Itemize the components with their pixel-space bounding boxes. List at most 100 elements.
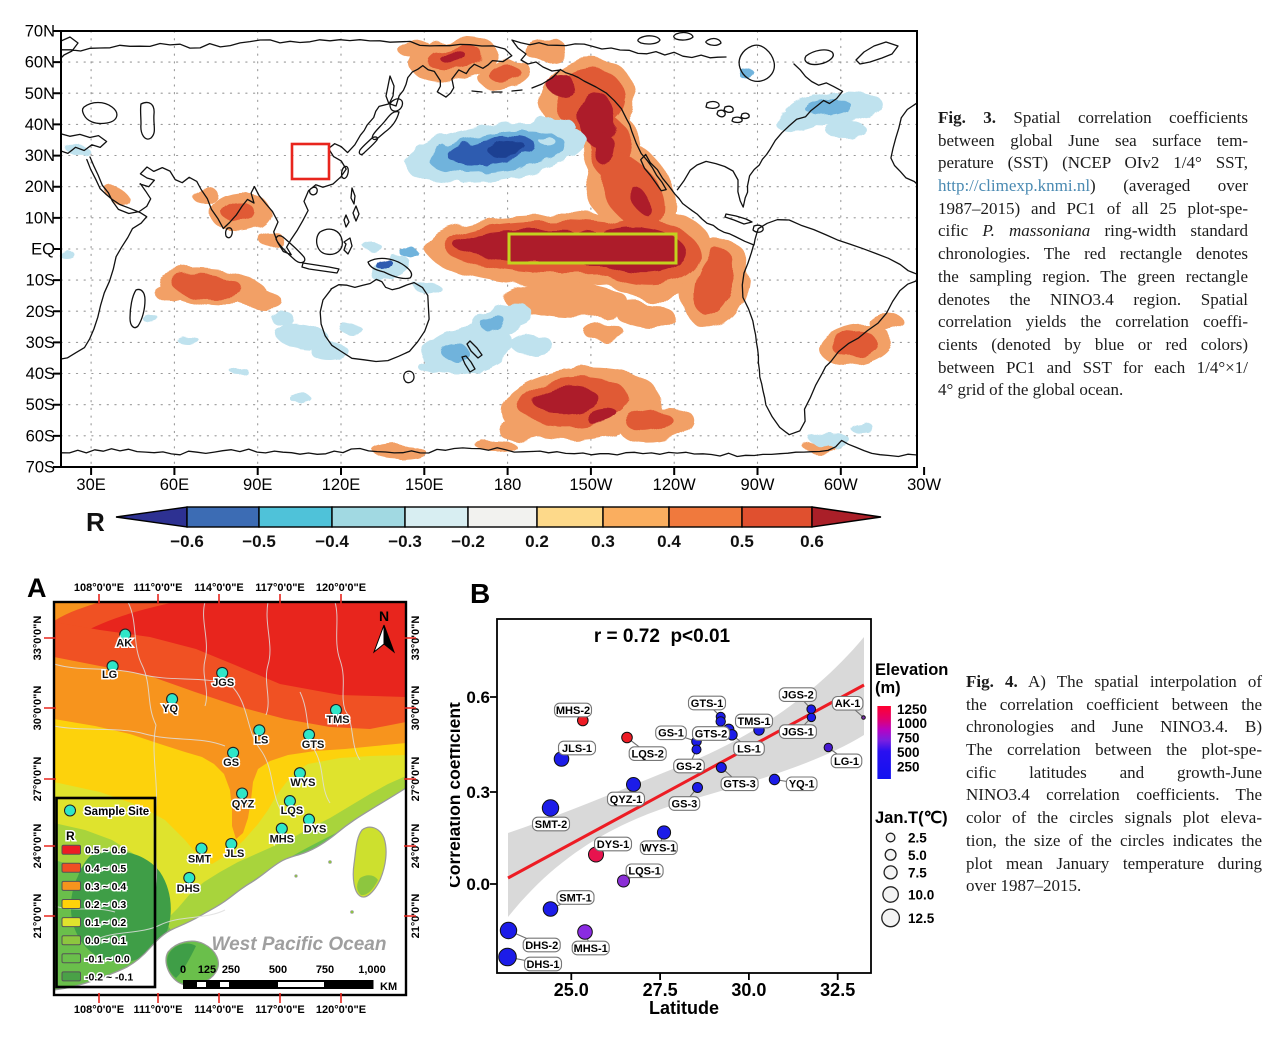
svg-text:-0.2 ~ -0.1: -0.2 ~ -0.1 [85,971,133,983]
svg-text:33°0'0"N: 33°0'0"N [32,616,44,661]
svg-text:70S: 70S [26,459,55,477]
svg-text:SMT-2: SMT-2 [535,819,567,831]
svg-text:SMT: SMT [188,854,212,866]
svg-text:50N: 50N [25,85,55,103]
svg-text:111°0'0"E: 111°0'0"E [134,1004,183,1016]
svg-text:DYS: DYS [304,824,327,836]
svg-text:AK: AK [116,638,132,650]
svg-text:30W: 30W [907,476,941,494]
svg-text:B: B [470,578,490,609]
svg-text:GS-2: GS-2 [676,761,702,773]
svg-text:−0.6: −0.6 [170,532,204,551]
svg-text:LQS-1: LQS-1 [628,866,660,878]
svg-text:0.5: 0.5 [730,532,754,551]
svg-text:0.2: 0.2 [525,532,549,551]
svg-text:0.3: 0.3 [591,532,615,551]
svg-text:(m): (m) [875,679,901,697]
svg-text:750: 750 [897,731,920,746]
svg-text:1,000: 1,000 [358,964,386,976]
svg-text:LQS-2: LQS-2 [631,749,663,761]
svg-text:GTS-1: GTS-1 [691,698,723,710]
svg-text:30E: 30E [76,476,105,494]
svg-text:20N: 20N [25,178,55,196]
svg-text:R: R [66,829,75,843]
svg-text:120E: 120E [322,476,361,494]
svg-text:A: A [27,573,47,603]
svg-text:30S: 30S [26,334,55,352]
svg-text:1250: 1250 [897,702,927,717]
svg-text:LS: LS [254,734,268,746]
svg-text:0.6: 0.6 [466,688,490,707]
svg-text:150E: 150E [405,476,444,494]
svg-text:30.0: 30.0 [731,980,766,1000]
svg-text:250: 250 [897,759,920,774]
svg-text:750: 750 [316,964,334,976]
svg-text:114°0'0"E: 114°0'0"E [194,582,244,594]
svg-text:EQ: EQ [31,241,55,259]
svg-text:LG-1: LG-1 [834,756,859,768]
svg-text:MHS-1: MHS-1 [574,943,608,955]
svg-text:20S: 20S [26,303,55,321]
svg-text:GS-3: GS-3 [672,798,698,810]
svg-text:108°0'0"E: 108°0'0"E [74,1004,124,1016]
svg-text:0.2 ~ 0.3: 0.2 ~ 0.3 [85,899,126,911]
svg-text:N: N [379,608,389,624]
svg-text:YQ-1: YQ-1 [789,779,815,791]
svg-text:500: 500 [897,745,920,760]
svg-text:Latitude: Latitude [649,998,719,1018]
svg-text:5.0: 5.0 [908,848,927,863]
svg-text:0.0 ~ 0.1: 0.0 ~ 0.1 [85,935,126,947]
svg-text:SMT-1: SMT-1 [559,892,591,904]
svg-text:7.5: 7.5 [908,865,927,880]
svg-text:LS-1: LS-1 [737,743,761,755]
svg-text:40N: 40N [25,116,55,134]
svg-text:10.0: 10.0 [908,888,934,903]
svg-text:60W: 60W [824,476,858,494]
svg-text:50S: 50S [26,396,55,414]
svg-text:JLS: JLS [224,848,244,860]
svg-text:117°0'0"E: 117°0'0"E [255,582,305,594]
svg-text:70N: 70N [25,23,55,41]
svg-text:111°0'0"E: 111°0'0"E [134,582,183,594]
svg-text:−0.3: −0.3 [388,532,422,551]
svg-text:MHS-2: MHS-2 [556,705,590,717]
svg-text:WYS-1: WYS-1 [641,843,676,855]
svg-text:180: 180 [494,476,522,494]
svg-text:30N: 30N [25,147,55,165]
svg-text:60N: 60N [25,54,55,72]
svg-text:JGS-1: JGS-1 [782,727,814,739]
svg-text:10N: 10N [25,209,55,227]
svg-text:LQS: LQS [281,805,304,817]
svg-text:-0.1 ~ 0.0: -0.1 ~ 0.0 [85,953,130,965]
svg-text:0.3 ~ 0.4: 0.3 ~ 0.4 [85,881,126,893]
svg-text:0.4 ~ 0.5: 0.4 ~ 0.5 [85,863,126,875]
svg-text:120°0'0"E: 120°0'0"E [316,1004,366,1016]
svg-text:Elevation: Elevation [875,661,948,679]
svg-text:YQ: YQ [162,703,178,715]
svg-text:JGS-2: JGS-2 [782,690,814,702]
svg-text:DHS-1: DHS-1 [526,959,559,971]
svg-text:21°0'0"N: 21°0'0"N [32,894,44,939]
svg-text:AK-1: AK-1 [835,698,861,710]
svg-text:0.3: 0.3 [466,783,490,802]
svg-text:GTS: GTS [302,739,325,751]
svg-text:LG: LG [102,669,117,681]
svg-text:2.5: 2.5 [908,831,927,846]
svg-text:90E: 90E [243,476,272,494]
svg-text:TMS: TMS [326,714,349,726]
svg-text:MHS: MHS [270,834,294,846]
svg-text:Correlation coefficient: Correlation coefficient [450,702,464,888]
svg-text:JGS: JGS [212,677,234,689]
svg-text:500: 500 [269,964,287,976]
svg-text:Jan.T(℃): Jan.T(℃) [875,809,948,827]
svg-text:0.1 ~ 0.2: 0.1 ~ 0.2 [85,917,126,929]
svg-text:150W: 150W [569,476,613,494]
svg-text:JLS-1: JLS-1 [562,743,592,755]
svg-text:117°0'0"E: 117°0'0"E [255,1004,305,1016]
svg-text:0.0: 0.0 [466,875,490,894]
svg-text:120W: 120W [653,476,697,494]
svg-text:0.6: 0.6 [800,532,824,551]
svg-text:250: 250 [222,964,240,976]
svg-text:GTS-2: GTS-2 [695,728,727,740]
svg-text:DYS-1: DYS-1 [597,839,629,851]
